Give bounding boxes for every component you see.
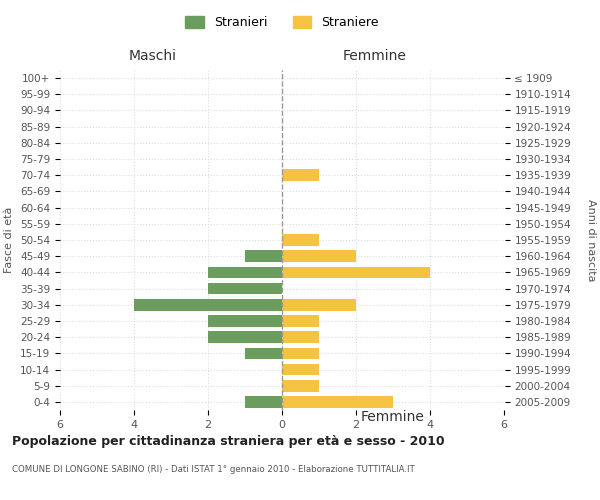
Text: Popolazione per cittadinanza straniera per età e sesso - 2010: Popolazione per cittadinanza straniera p… [12,435,445,448]
Bar [282,348,319,359]
Bar [134,299,282,310]
Bar [282,250,356,262]
Bar [282,299,356,310]
Bar [282,234,319,246]
Text: Maschi: Maschi [129,48,177,62]
Text: Femmine: Femmine [361,410,425,424]
Bar [245,348,282,359]
Bar [282,266,430,278]
Bar [208,315,282,327]
Bar [282,380,319,392]
Bar [282,396,393,407]
Bar [245,396,282,407]
Bar [282,332,319,343]
Y-axis label: Fasce di età: Fasce di età [4,207,14,273]
Bar [208,282,282,294]
Text: Anni di nascita: Anni di nascita [586,198,596,281]
Bar [282,364,319,376]
Bar [282,170,319,181]
Text: Femmine: Femmine [343,48,407,62]
Bar [208,266,282,278]
Bar [282,315,319,327]
Bar [208,332,282,343]
Text: COMUNE DI LONGONE SABINO (RI) - Dati ISTAT 1° gennaio 2010 - Elaborazione TUTTIT: COMUNE DI LONGONE SABINO (RI) - Dati IST… [12,465,415,474]
Bar [245,250,282,262]
Legend: Stranieri, Straniere: Stranieri, Straniere [180,11,384,34]
